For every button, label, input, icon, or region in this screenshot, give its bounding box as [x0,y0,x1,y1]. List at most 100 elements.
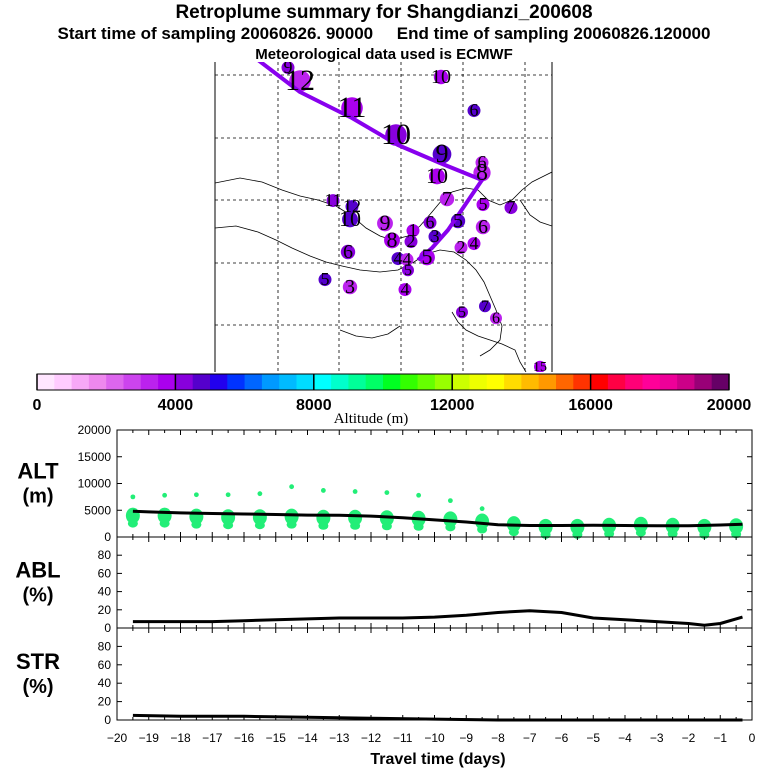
alt-spread-marker [508,528,519,537]
plume-marker [467,104,481,118]
plume-age-label: 5 [453,210,463,232]
panel-frame [116,536,753,629]
plume-marker [504,201,518,215]
series-line-abl [132,609,743,627]
plume-marker [490,312,502,325]
plume-age-label: 5 [404,262,412,279]
time-series-panels: 05000100001500020000ALT(m)020406080ABL(%… [15,423,755,768]
plume-marker [429,168,445,185]
alt-spread-marker [159,519,170,528]
plume-age-label: 1 [409,220,418,240]
plume-marker [433,69,449,85]
x-tick-label: −3 [650,731,664,745]
plume-marker [439,191,455,207]
y-tick-label: 20 [98,603,112,617]
alt-spread-marker [318,521,329,530]
y-tick-label: 5000 [84,503,111,517]
colorbar-swatch [642,374,661,390]
alt-spread-marker [284,508,299,525]
colorbar-swatch [348,374,367,390]
alt-spread-marker [477,525,488,534]
colorbar-swatch [123,374,142,390]
x-tick-label: −14 [297,731,318,745]
series-line-alt [132,509,743,528]
colorbar-swatch [296,374,315,390]
plume-age-label: 9 [380,210,391,235]
y-tick-label: 20000 [78,423,112,437]
colorbar-swatch [71,374,90,390]
x-tick-label: −19 [139,731,160,745]
plume-age-label: 4 [403,249,412,269]
colorbar-swatch [607,374,626,390]
colorbar-swatch [590,374,609,390]
plume-age-label: 11 [324,190,341,210]
y-tick-label: 0 [104,713,111,727]
plume-age-label: 7 [481,298,489,315]
panel-ylabel-unit: (m) [22,486,53,508]
y-tick-label: 10000 [78,477,112,491]
plume-marker [454,241,468,255]
plume-age-label: 10 [426,163,448,188]
plume-marker [281,62,295,75]
colorbar-label: Altitude (m) [334,411,409,427]
plume-age-label: 2 [457,237,466,257]
plume-age-label: 3 [345,276,355,298]
x-tick-label: −12 [361,731,382,745]
alt-spread-marker [604,529,615,538]
sampling-end: End time of sampling 20060826.120000 [396,24,711,43]
plume-marker [432,144,452,164]
colorbar-swatch [279,374,297,390]
y-tick-label: 20 [98,695,112,709]
plume-trajectory-line [257,62,484,262]
plume-age-label: 6 [343,241,353,263]
plume-marker [326,194,340,208]
x-tick-label: −16 [234,731,255,745]
alt-spread-marker [731,530,742,539]
colorbar-tick-label: 12000 [430,397,475,414]
plume-age-label: 6 [478,216,488,238]
x-axis-title: Travel time (days) [370,751,505,768]
plume-marker [342,279,358,295]
plume-age-label: 5 [458,304,466,321]
plume-age-label: 7 [442,188,452,210]
colorbar-swatch [261,374,280,390]
plume-age-label: 6 [478,152,487,172]
map-coastlines [215,171,552,372]
map-gridlines [215,62,552,372]
colorbar-swatch [486,374,505,390]
colorbar-tick-label: 8000 [296,397,332,414]
alt-high-marker [162,492,168,498]
colorbar-tick-label: 4000 [158,397,194,414]
met-data-line: Meteorological data used is ECMWF [255,46,513,63]
panel-ylabel-name: STR [16,649,60,674]
plume-age-label: 5 [479,194,488,214]
colorbar-swatch [469,374,488,390]
alt-high-marker [352,489,358,494]
alt-spread-marker [286,520,297,529]
colorbar-swatch [227,374,246,390]
plume-age-label: 10 [381,118,411,151]
alt-high-marker [130,494,136,500]
colorbar-swatch [158,374,176,390]
x-tick-label: −9 [459,731,473,745]
plume-age-label: 15 [533,360,547,375]
alt-spread-marker [127,519,138,528]
alt-spread-marker [348,509,363,526]
plume-age-label: 5 [321,269,330,289]
plume-age-label: 8 [476,160,488,186]
plume-marker [475,156,489,170]
x-tick-label: −5 [586,731,600,745]
panel-frame [116,627,753,721]
alt-high-marker [257,491,263,497]
plume-marker [475,219,491,235]
alt-high-marker [447,498,453,504]
alt-spread-marker [350,521,361,530]
plume-marker [342,211,358,228]
panel-ylabel-name: ABL [15,558,60,583]
alt-spread-marker [445,523,456,532]
alt-spread-marker [254,521,265,530]
plume-marker [318,273,332,287]
plume-age-label: 9 [284,57,293,77]
